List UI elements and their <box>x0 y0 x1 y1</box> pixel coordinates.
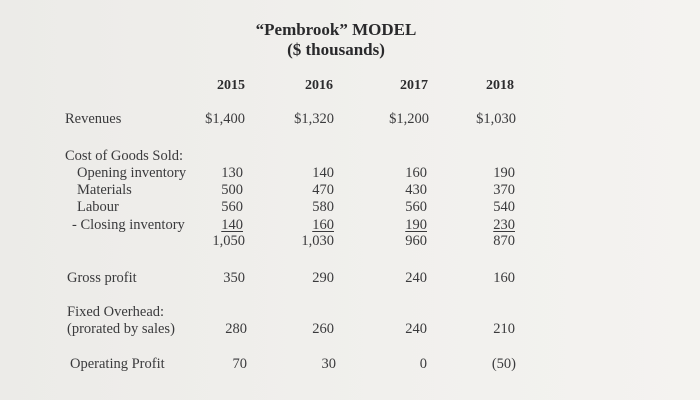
row-label-fixed-overhead: (prorated by sales) <box>67 321 175 337</box>
operating-profit-2016: 30 <box>321 356 337 372</box>
operating-profit-2015: 70 <box>232 356 248 372</box>
opening-inventory-2018: 190 <box>493 165 515 181</box>
materials-2015: 500 <box>221 182 243 198</box>
fixed-overhead-2017: 240 <box>405 321 427 337</box>
row-label-opening-inventory: Opening inventory <box>77 165 187 181</box>
year-header-2015: 2015 <box>217 78 245 93</box>
cogs-total-2018: 870 <box>493 233 515 249</box>
opening-inventory-2015: 130 <box>221 165 243 181</box>
cogs-total-2015: 1,050 <box>212 233 245 249</box>
row-label-labour: Labour <box>77 199 119 215</box>
opening-inventory-2017: 160 <box>405 165 427 181</box>
page-title-line-2: ($ thousands) <box>287 40 385 59</box>
materials-2016: 470 <box>312 182 334 198</box>
closing-inventory-2016: 160 <box>312 217 334 233</box>
row-label-closing-inventory: - Closing inventory <box>72 217 185 233</box>
year-header-2018: 2018 <box>486 78 514 93</box>
fixed-overhead-2015: 280 <box>225 321 247 337</box>
cogs-total-2016: 1,030 <box>301 233 334 249</box>
revenues-2015: $1,400 <box>205 111 245 127</box>
revenues-2018: $1,030 <box>476 111 516 127</box>
materials-2017: 430 <box>405 182 427 198</box>
operating-profit-2018: (50) <box>491 356 516 372</box>
row-label-operating-profit: Operating Profit <box>70 356 165 372</box>
labour-2017: 560 <box>405 199 427 215</box>
year-header-2017: 2017 <box>400 78 428 93</box>
row-label-gross-profit: Gross profit <box>67 270 137 286</box>
closing-inventory-2018: 230 <box>493 217 515 233</box>
section-label-cogs: Cost of Goods Sold: <box>65 148 184 164</box>
labour-2018: 540 <box>493 199 515 215</box>
fixed-overhead-2018: 210 <box>493 321 515 337</box>
row-label-revenues: Revenues <box>65 111 122 127</box>
materials-2018: 370 <box>493 182 515 198</box>
closing-inventory-2015: 140 <box>221 217 243 233</box>
gross-profit-2018: 160 <box>493 270 515 286</box>
operating-profit-2017: 0 <box>419 356 427 372</box>
section-label-fixed-overhead: Fixed Overhead: <box>67 304 165 320</box>
revenues-2017: $1,200 <box>389 111 429 127</box>
gross-profit-2016: 290 <box>312 270 334 286</box>
revenues-2016: $1,320 <box>294 111 334 127</box>
page-title-line-1: “Pembrook” MODEL <box>255 20 417 39</box>
cogs-total-2017: 960 <box>405 233 427 249</box>
row-label-materials: Materials <box>77 182 132 198</box>
year-header-2016: 2016 <box>305 78 333 93</box>
gross-profit-2017: 240 <box>405 270 427 286</box>
gross-profit-2015: 350 <box>223 270 245 286</box>
labour-2015: 560 <box>221 199 243 215</box>
labour-2016: 580 <box>312 199 334 215</box>
fixed-overhead-2016: 260 <box>312 321 334 337</box>
closing-inventory-2017: 190 <box>405 217 427 233</box>
opening-inventory-2016: 140 <box>312 165 334 181</box>
